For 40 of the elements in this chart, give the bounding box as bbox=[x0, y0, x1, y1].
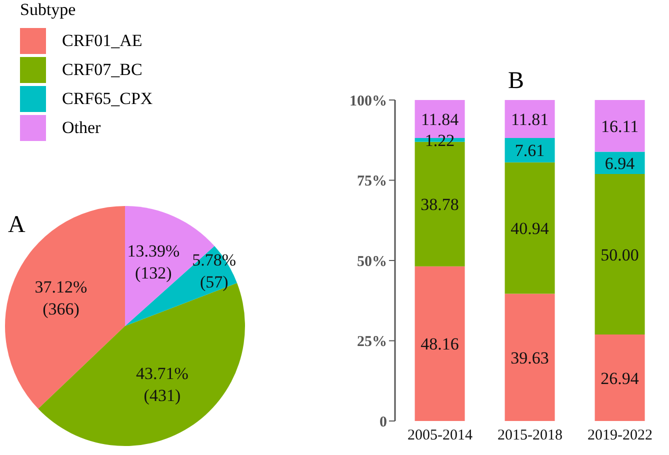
bar bbox=[504, 100, 555, 138]
bar bbox=[504, 162, 555, 294]
data-label: 7.61 bbox=[514, 141, 545, 160]
data-label: 11.81 bbox=[510, 110, 549, 129]
pie-slice bbox=[5, 206, 125, 409]
legend-title: Subtype bbox=[20, 0, 77, 20]
legend-label: CRF07_BC bbox=[62, 60, 142, 80]
y-tick-label: 50% bbox=[357, 254, 387, 270]
x-tick-label: 2005-2014 bbox=[408, 428, 473, 444]
data-label: 43.71% (431) bbox=[136, 364, 188, 405]
data-label: 37.12% (366) bbox=[34, 278, 88, 319]
bar bbox=[594, 100, 645, 152]
bar bbox=[594, 174, 645, 335]
data-label: 6.94 bbox=[604, 154, 636, 173]
x-tick-label: 2019-2022 bbox=[588, 428, 652, 444]
y-tick-label: 75% bbox=[357, 174, 387, 190]
bar bbox=[414, 266, 465, 421]
data-label: 13.39% (132) bbox=[127, 241, 180, 282]
y-tick-label: 100% bbox=[350, 93, 387, 110]
bar bbox=[504, 138, 555, 162]
data-label: 16.11 bbox=[600, 116, 639, 136]
bar bbox=[594, 334, 645, 421]
chart-title: B bbox=[508, 68, 524, 95]
data-label: 11.84 bbox=[420, 110, 460, 130]
legend-label: CRF01_AE bbox=[62, 30, 142, 50]
x-tick-label: 2015-2018 bbox=[498, 428, 562, 444]
y-tick-label: 25% bbox=[357, 334, 387, 350]
legend-label: CRF65_CPX bbox=[62, 88, 153, 108]
bar bbox=[504, 294, 555, 421]
text: A bbox=[8, 212, 26, 239]
data-label: 39.63 bbox=[510, 348, 549, 368]
data-label: 48.16 bbox=[420, 334, 459, 354]
data-label: 40.94 bbox=[510, 219, 550, 238]
data-label: 50.00 bbox=[600, 245, 639, 264]
pie-slice bbox=[125, 246, 238, 326]
data-label: 1.22 bbox=[424, 130, 455, 150]
data-label: 38.78 bbox=[420, 195, 459, 214]
data-label: 26.94 bbox=[600, 368, 640, 388]
y-tick-label: 0 bbox=[380, 414, 387, 430]
legend-label: Other bbox=[62, 118, 101, 138]
